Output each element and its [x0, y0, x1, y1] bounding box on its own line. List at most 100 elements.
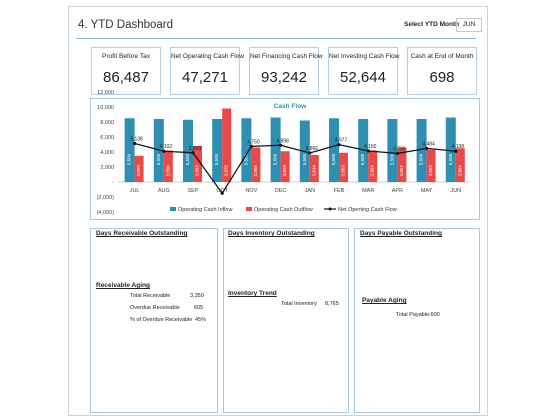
- y-tick-label: 10,000: [97, 105, 114, 111]
- kpi-value: 698: [429, 69, 455, 86]
- x-tick-label: APR: [392, 188, 403, 194]
- inflow-bar: [416, 119, 427, 182]
- inflow-bar-label: 5,500: [302, 153, 307, 165]
- net-cash-flow-line: [134, 142, 456, 195]
- net-line-point: [337, 143, 341, 147]
- outflow-bar: [251, 147, 261, 182]
- net-line-point: [220, 191, 224, 195]
- legend-label: Net Operting Cash Flow: [338, 207, 397, 213]
- legend-marker: [328, 207, 332, 211]
- receivable-aging-title: Receivable Aging: [96, 282, 150, 289]
- inflow-bar: [183, 119, 193, 182]
- legend-label: Operating Cash Inflow: [178, 207, 232, 213]
- outflow-bar-label: 3,844: [311, 165, 316, 177]
- dio-title: Days Inventory Outstanding: [228, 230, 315, 237]
- outflow-bar-label: 3,862: [428, 165, 433, 177]
- inflow-bar: [124, 118, 135, 182]
- net-line-point: [162, 149, 166, 153]
- kpi-value: 52,644: [340, 69, 386, 86]
- outflow-bar-label: 3,883: [195, 165, 200, 177]
- chart-title: Cash Flow: [274, 103, 307, 110]
- net-line-label: 3,866: [306, 146, 319, 152]
- kpi-net-operating-cash-flow: Net Operating Cash Flow 47,271: [170, 47, 244, 95]
- x-tick-label: JAN: [305, 188, 315, 194]
- outflow-bar-label: 3,863: [341, 165, 346, 177]
- net-line-label: 4,750: [247, 139, 260, 145]
- kpi-value: 86,487: [103, 69, 149, 86]
- inflow-bar-label: 5,500: [127, 153, 132, 165]
- outflow-bar: [134, 155, 144, 182]
- inventory-trend-title: Inventory Trend: [228, 290, 277, 297]
- kpi-label: Net Investing Cash Flow: [329, 53, 400, 60]
- legend-swatch: [170, 207, 176, 211]
- net-line-point: [133, 141, 137, 146]
- x-tick-label: NOV: [245, 188, 257, 194]
- outflow-bar: [426, 149, 436, 182]
- title-divider: [76, 38, 476, 39]
- payable-aging-title: Payable Aging: [362, 297, 407, 304]
- inflow-bar-label: 5,500: [360, 153, 365, 165]
- kpi-label: Net Operating Cash Flow: [171, 53, 244, 60]
- x-tick-label: JUN: [450, 188, 461, 194]
- kpi-net-investing-cash-flow: Net Investing Cash Flow 52,644: [328, 47, 400, 95]
- net-line-label: 4,484: [422, 141, 435, 147]
- net-line-label: 4,102: [160, 144, 173, 150]
- inflow-bar-label: 5,500: [273, 153, 278, 165]
- inflow-bar: [212, 119, 223, 182]
- net-line-point: [308, 151, 312, 155]
- kpi-label: Cash at End of Month: [410, 53, 474, 60]
- inflow-bar-label: 5,500: [389, 153, 394, 165]
- y-tick-label: 8,000: [100, 120, 114, 126]
- inflow-bar: [329, 118, 339, 182]
- net-line-label: 3,899: [189, 146, 202, 152]
- kpi-label: Profit Before Tax: [102, 53, 150, 60]
- outflow-bar: [368, 150, 378, 182]
- stat-value: 605: [194, 305, 204, 311]
- y-tick-label: (4,000): [97, 210, 115, 216]
- stat-label: Overdue Receivable: [130, 305, 180, 311]
- net-line-label: 4,898: [276, 138, 289, 144]
- outflow-bar: [193, 146, 202, 182]
- receivable-panel: [90, 228, 218, 413]
- net-line-label: 4,977: [335, 138, 348, 144]
- x-tick-label: DEC: [275, 188, 287, 194]
- outflow-bar: [397, 147, 407, 182]
- net-line-point: [249, 144, 253, 148]
- outflow-bar-label: 3,880: [165, 165, 170, 177]
- x-tick-label: FEB: [334, 188, 345, 194]
- x-tick-label: SEP: [187, 188, 198, 194]
- outflow-bar: [339, 152, 348, 182]
- net-line-point: [366, 149, 370, 153]
- total-inventory-label: Total Inventory: [281, 301, 317, 307]
- total-payable: Total Payable:600: [396, 312, 440, 318]
- stat-label: % of Overdue Receivable: [130, 317, 193, 323]
- outflow-bar: [455, 148, 465, 182]
- dpo-title: Days Payable Outstanding: [360, 230, 442, 237]
- net-line-point: [279, 143, 283, 147]
- x-tick-label: MAY: [421, 188, 433, 194]
- total-inventory-value: 8,765: [325, 301, 339, 307]
- net-line-label: 5,138: [130, 136, 143, 142]
- outflow-bar: [280, 151, 290, 182]
- net-line-point: [425, 146, 429, 150]
- inflow-bar: [445, 117, 456, 182]
- month-select[interactable]: JUN: [456, 18, 482, 32]
- kpi-profit-before-tax: Profit Before Tax 86,487: [91, 47, 161, 95]
- x-tick-label: AUG: [158, 188, 170, 194]
- stat-label: Total Receivable: [130, 293, 171, 299]
- inflow-bar-label: 5,500: [156, 153, 161, 165]
- outflow-bar-label: 3,860: [136, 165, 141, 177]
- net-line-point: [395, 151, 399, 156]
- inflow-bar-label: 5,500: [214, 153, 219, 165]
- net-line-point: [191, 151, 195, 155]
- x-tick-label: JUL: [130, 188, 140, 194]
- outflow-bar: [163, 150, 173, 182]
- net-line-point: [454, 149, 458, 153]
- inflow-bar: [241, 118, 252, 182]
- net-line-label: 4,150: [364, 144, 377, 150]
- y-tick-label: (2,000): [97, 195, 115, 201]
- inflow-bar-label: 5,500: [331, 153, 336, 165]
- page-title: 4. YTD Dashboard: [78, 19, 174, 31]
- kpi-cash-end-of-month: Cash at End of Month 698: [407, 47, 477, 95]
- dro-title: Days Receivable Outstanding: [96, 230, 188, 237]
